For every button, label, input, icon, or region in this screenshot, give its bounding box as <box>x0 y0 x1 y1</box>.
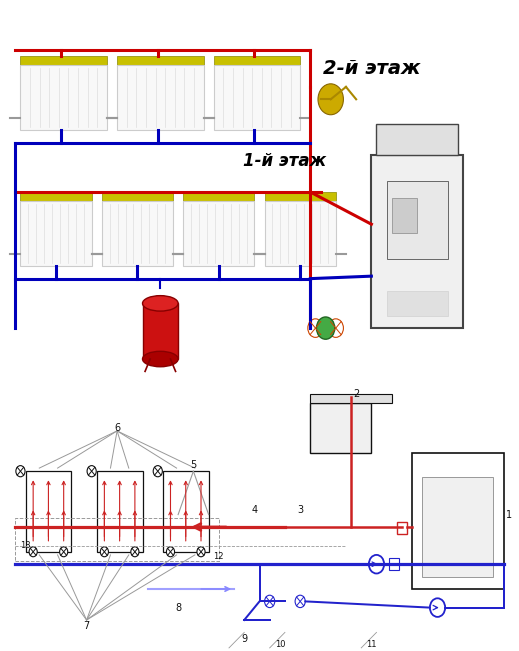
Bar <box>265 201 336 266</box>
Bar <box>117 65 203 130</box>
Text: 7: 7 <box>84 621 90 631</box>
Bar <box>310 403 372 452</box>
Text: 3: 3 <box>297 505 303 514</box>
Bar <box>387 181 448 259</box>
Bar <box>183 192 254 201</box>
Bar <box>102 201 173 266</box>
Bar <box>310 394 392 403</box>
Bar <box>392 198 417 233</box>
Circle shape <box>16 465 25 477</box>
Text: 13: 13 <box>20 541 31 550</box>
Circle shape <box>308 319 323 337</box>
Text: 1: 1 <box>506 510 512 519</box>
Text: 1-й этаж: 1-й этаж <box>243 152 326 170</box>
Bar <box>214 56 300 65</box>
Text: 8: 8 <box>175 603 181 613</box>
Bar <box>372 155 463 328</box>
Circle shape <box>60 547 68 557</box>
Circle shape <box>100 547 108 557</box>
Circle shape <box>328 319 344 337</box>
Bar <box>97 471 143 552</box>
Bar <box>143 303 178 359</box>
Bar <box>163 471 209 552</box>
Circle shape <box>167 547 174 557</box>
Bar <box>20 65 107 130</box>
Bar <box>412 452 503 589</box>
Circle shape <box>153 465 162 477</box>
Text: 2: 2 <box>353 389 360 398</box>
Text: 12: 12 <box>213 552 224 561</box>
Bar <box>397 522 407 534</box>
Text: 5: 5 <box>190 460 197 470</box>
Text: 4: 4 <box>251 505 257 514</box>
Bar <box>25 471 71 552</box>
Bar <box>389 558 400 570</box>
Bar <box>20 192 92 201</box>
Bar <box>20 201 92 266</box>
Circle shape <box>197 547 205 557</box>
Text: 11: 11 <box>366 641 377 649</box>
Circle shape <box>131 547 139 557</box>
Circle shape <box>295 595 305 607</box>
Bar <box>117 56 203 65</box>
Text: 2-й этаж: 2-й этаж <box>323 59 420 78</box>
Text: 10: 10 <box>275 641 285 649</box>
Bar <box>387 291 448 316</box>
Bar <box>16 518 219 561</box>
Bar <box>214 65 300 130</box>
Bar <box>102 192 173 201</box>
Bar <box>20 56 107 65</box>
Bar <box>422 477 494 577</box>
Circle shape <box>265 595 275 607</box>
Circle shape <box>29 547 37 557</box>
Bar <box>376 124 458 155</box>
Circle shape <box>369 555 384 574</box>
Bar <box>265 192 336 201</box>
Text: 9: 9 <box>241 633 248 644</box>
Bar <box>183 201 254 266</box>
Circle shape <box>87 465 96 477</box>
Circle shape <box>318 84 344 115</box>
Circle shape <box>430 598 445 617</box>
Ellipse shape <box>143 352 178 367</box>
Ellipse shape <box>143 296 178 311</box>
Text: 6: 6 <box>114 422 120 433</box>
Circle shape <box>317 317 335 339</box>
